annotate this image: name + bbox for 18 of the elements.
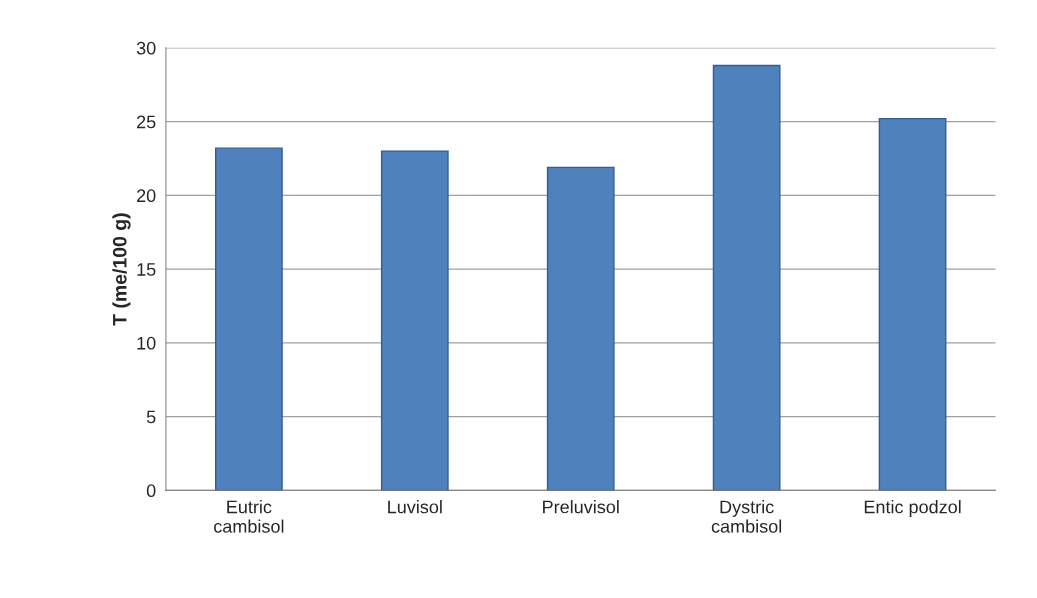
y-tick-label: 30 — [136, 41, 156, 55]
x-tick-label: Dystric cambisol — [711, 500, 782, 533]
y-axis-title: T (me/100 g) — [112, 213, 131, 326]
bar — [546, 166, 615, 491]
y-tick-label: 10 — [137, 336, 156, 350]
bar — [215, 147, 283, 491]
y-tick-label: 0 — [146, 484, 156, 498]
x-tick-label: Preluvisol — [543, 500, 619, 514]
bar — [380, 150, 449, 491]
y-tick-label: 25 — [137, 115, 156, 129]
x-tick-label: Entic podzol — [864, 500, 961, 517]
x-tick-label: Eutric cambisol — [214, 500, 284, 533]
x-tick-label: Luvisol — [388, 500, 442, 514]
y-tick-label: 15 — [137, 263, 156, 276]
y-tick-label: 5 — [146, 410, 156, 424]
y-tick-label: 20 — [137, 189, 156, 203]
bar — [712, 64, 781, 491]
bar — [878, 117, 947, 491]
